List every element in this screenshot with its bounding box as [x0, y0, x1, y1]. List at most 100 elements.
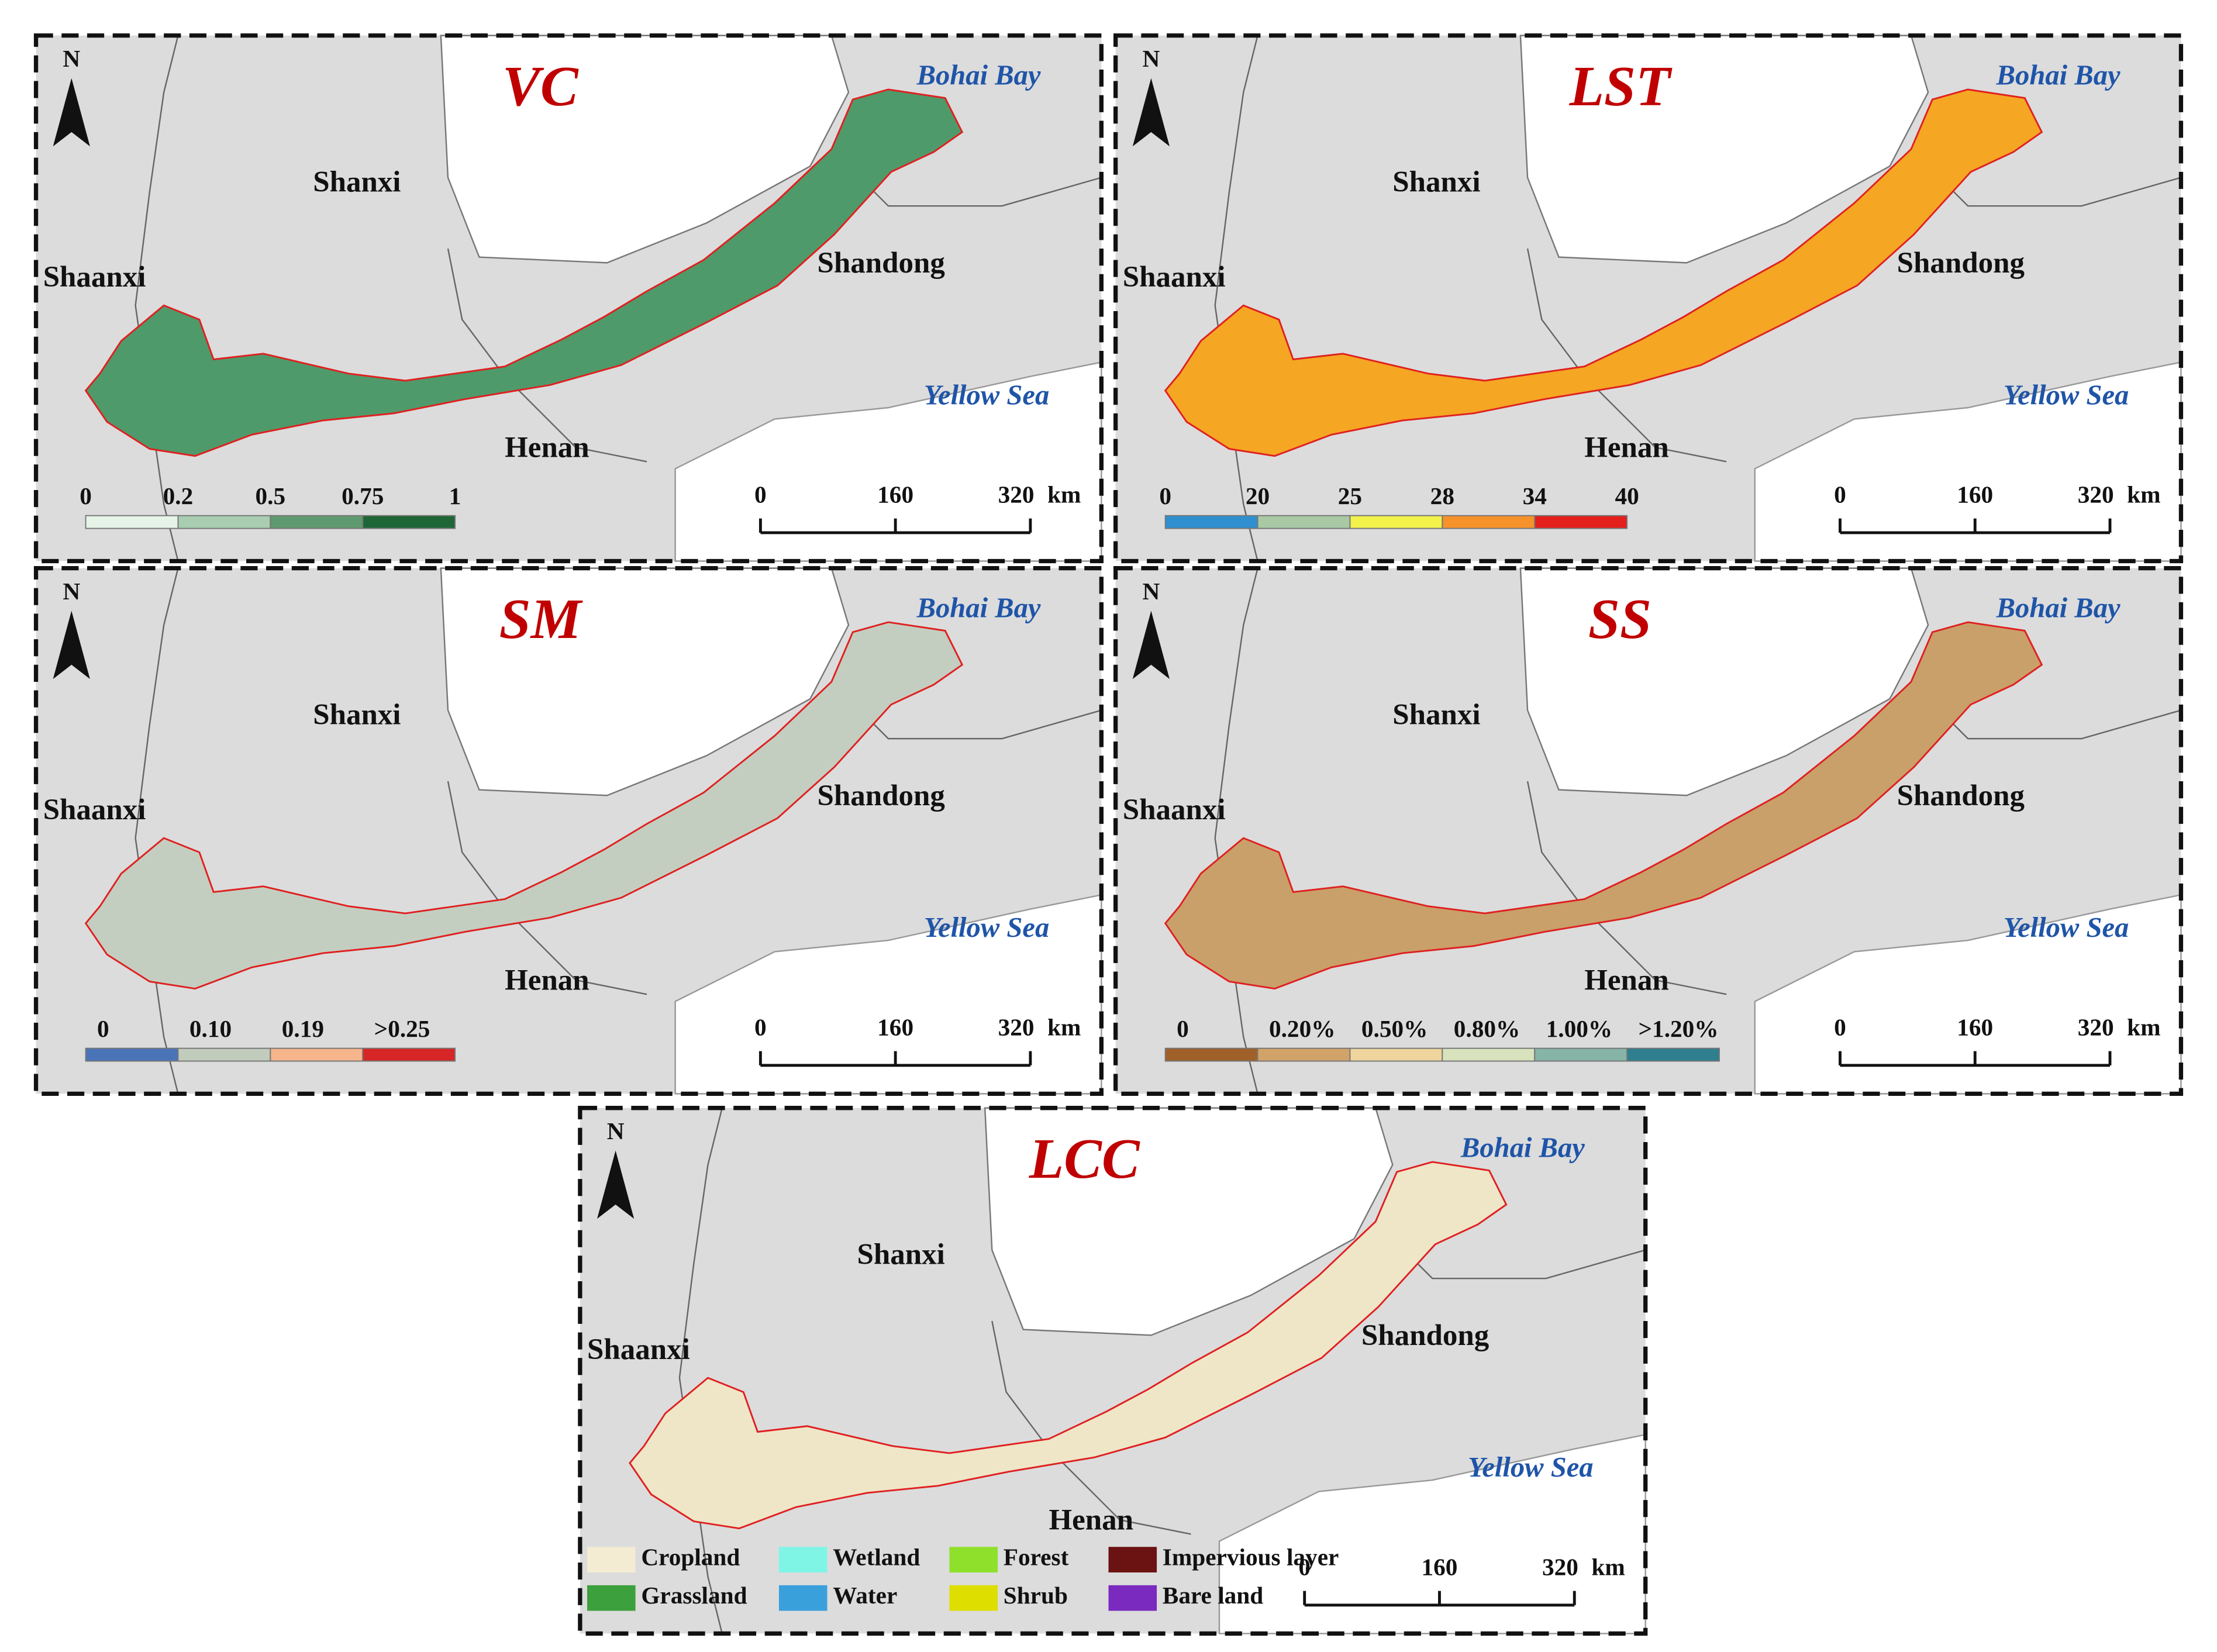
white-area [1519, 35, 1929, 264]
legend-label: 0 [1177, 1015, 1189, 1042]
scale-label: 320 [2078, 481, 2114, 508]
province-border [1214, 568, 1259, 1094]
panel-title: LST [1569, 55, 1673, 118]
scale-label: 0 [1834, 481, 1846, 508]
sea-label: Yellow Sea [924, 912, 1050, 943]
sea-label: Bohai Bay [1996, 592, 2121, 624]
legend-swatch [587, 1547, 636, 1572]
legend-label: Water [833, 1582, 897, 1609]
province-label: Shaanxi [1123, 261, 1226, 294]
legend-swatch [1442, 515, 1536, 529]
legend-label: 0.20% [1269, 1015, 1336, 1042]
scale-label: 320 [998, 1014, 1035, 1041]
scale-label: 160 [877, 1014, 913, 1041]
province-label: Henan [505, 964, 589, 997]
legend-swatch [1349, 515, 1443, 529]
legend-label: Bare land [1163, 1582, 1263, 1609]
legend-label: 0 [80, 482, 92, 509]
legend-swatch [1164, 1047, 1259, 1062]
north-label: N [607, 1118, 625, 1144]
scale-label: 320 [998, 481, 1035, 508]
white-area [440, 567, 850, 796]
legend-swatch [1626, 1047, 1720, 1062]
legend-label: 0 [97, 1015, 109, 1042]
map-panel: N LCC Shanxi Shaanxi Shandong Henan Bohai Bay Y… [578, 1106, 1648, 1636]
scale-label: 0 [1834, 1014, 1846, 1041]
legend-swatch [587, 1585, 636, 1611]
legend-label: 0.2 [163, 482, 194, 509]
legend-label: Forest [1004, 1544, 1069, 1571]
panel-frame [33, 565, 1104, 1096]
legend-label: 25 [1338, 482, 1362, 509]
sea-label: Yellow Sea [2004, 379, 2129, 411]
province-label: Shandong [818, 247, 945, 280]
legend-swatch [1534, 515, 1628, 529]
north-label: N [1142, 578, 1160, 605]
white-area [984, 1107, 1394, 1336]
panel-frame [578, 1106, 1648, 1636]
legend-label: 0.80% [1454, 1015, 1520, 1042]
legend-label: Cropland [641, 1544, 740, 1571]
legend-swatch [270, 515, 364, 529]
legend-label: 28 [1430, 482, 1454, 509]
province-label: Shaanxi [587, 1333, 690, 1366]
legend-swatch [1349, 1047, 1443, 1062]
map-panel: N LST Shanxi Shaanxi Shandong Henan Bohai Bay Y… [1113, 33, 2184, 564]
legend-swatch [362, 515, 456, 529]
province-border [135, 568, 179, 1094]
north-arrow [1132, 611, 1170, 680]
scale-unit: km [1047, 1014, 1081, 1041]
province-label: Henan [1584, 964, 1669, 997]
legend-swatch [177, 515, 271, 529]
legend-label: Grassland [641, 1582, 747, 1609]
sea-label: Yellow Sea [2004, 912, 2129, 943]
map-panel: N VC Shanxi Shaanxi Shandong Henan Bohai Bay Ye… [33, 33, 1104, 564]
province-label: Shanxi [1392, 698, 1480, 731]
legend-label: 0 [1159, 482, 1171, 509]
legend-label: Wetland [833, 1544, 920, 1571]
legend-swatch [1164, 515, 1259, 529]
sea-label: Bohai Bay [916, 60, 1041, 91]
scale-label: 160 [1957, 1014, 1993, 1041]
study-region [1164, 88, 2043, 457]
white-area [440, 35, 850, 264]
legend-swatch [1257, 1047, 1351, 1062]
legend-label: 0.75 [342, 482, 384, 509]
scale-unit: km [1047, 481, 1081, 508]
legend-swatch [1442, 1047, 1536, 1062]
legend-swatch [177, 1047, 271, 1062]
north-label: N [1142, 45, 1160, 72]
sea-label: Bohai Bay [1996, 60, 2121, 91]
province-label: Shanxi [1392, 165, 1480, 198]
study-region [84, 621, 964, 990]
north-arrow [53, 611, 90, 680]
legend-label: 1.00% [1546, 1015, 1613, 1042]
legend-label: Impervious layer [1163, 1544, 1339, 1571]
white-area [1519, 567, 1929, 796]
province-label: Shanxi [313, 698, 401, 731]
province-label: Shandong [1897, 780, 2025, 812]
legend-label: 20 [1246, 482, 1270, 509]
sea-label: Bohai Bay [916, 592, 1041, 624]
scale-unit: km [1591, 1554, 1625, 1581]
legend-label: 1 [449, 482, 461, 509]
province-label: Henan [1584, 432, 1669, 464]
legend-swatch [85, 515, 179, 529]
province-border [1214, 35, 1259, 561]
legend-swatch [949, 1547, 998, 1572]
study-region [84, 88, 964, 457]
legend-label: 0.5 [256, 482, 286, 509]
legend-label: 0.19 [282, 1015, 324, 1042]
scale-label: 0 [754, 481, 767, 508]
legend-swatch [85, 1047, 179, 1062]
panel-title: LCC [1029, 1127, 1140, 1191]
scale-unit: km [2127, 1014, 2160, 1041]
scale-label: 320 [1542, 1554, 1578, 1581]
north-label: N [63, 578, 80, 605]
north-arrow [53, 78, 90, 147]
province-label: Shandong [818, 780, 945, 812]
legend-swatch [1534, 1047, 1628, 1062]
province-label: Shaanxi [1123, 794, 1226, 826]
province-label: Shanxi [857, 1238, 945, 1271]
